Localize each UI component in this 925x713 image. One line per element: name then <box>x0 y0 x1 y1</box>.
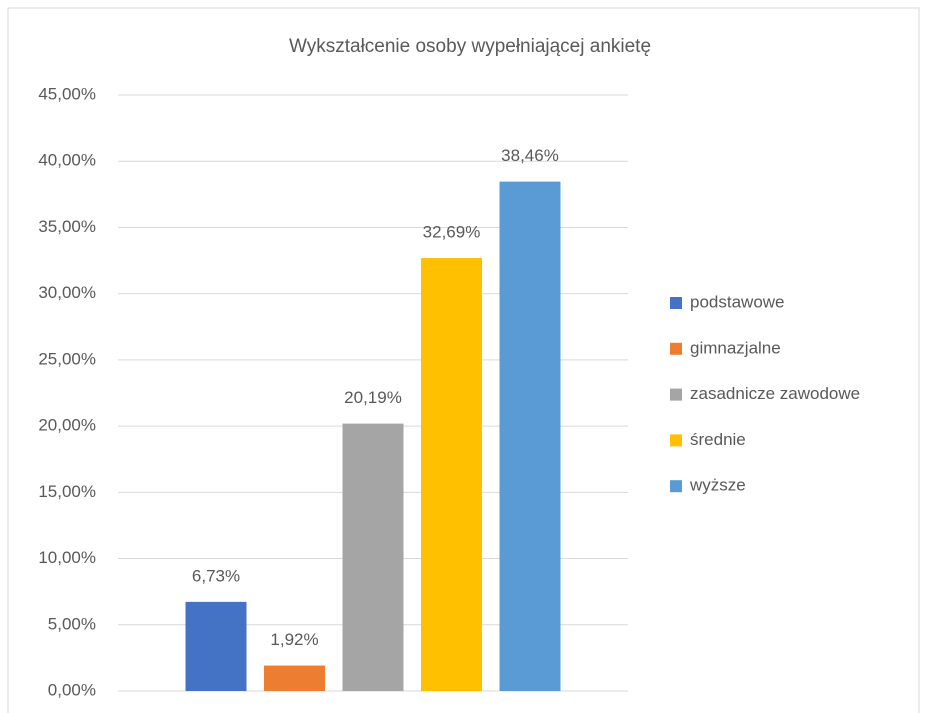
bar <box>185 601 247 691</box>
y-tick-label: 45,00% <box>38 84 96 103</box>
y-tick-label: 35,00% <box>38 217 96 236</box>
legend-swatch <box>670 434 682 447</box>
legend-label: wyższe <box>689 476 746 495</box>
data-label: 1,92% <box>270 630 318 649</box>
legend-label: podstawowe <box>690 292 785 311</box>
data-label: 38,46% <box>501 146 559 165</box>
y-tick-label: 20,00% <box>38 416 96 435</box>
y-tick-label: 40,00% <box>38 151 96 170</box>
y-tick-label: 25,00% <box>38 349 96 368</box>
y-tick-label: 0,00% <box>48 680 96 699</box>
data-label: 20,19% <box>344 388 402 407</box>
data-label: 6,73% <box>192 566 240 585</box>
y-tick-label: 30,00% <box>38 283 96 302</box>
chart-title: Wykształcenie osoby wypełniającej ankiet… <box>289 36 651 57</box>
legend-swatch <box>670 297 682 309</box>
bar <box>342 423 404 691</box>
bar <box>499 181 561 692</box>
legend-label: gimnazjalne <box>690 338 781 357</box>
bar <box>264 665 325 691</box>
y-tick-label: 5,00% <box>48 614 96 633</box>
bar <box>421 258 482 691</box>
y-tick-label: 10,00% <box>38 548 96 567</box>
legend-swatch <box>670 342 682 355</box>
y-tick-label: 15,00% <box>38 482 96 501</box>
legend-label: zasadnicze zawodowe <box>690 384 860 403</box>
data-label: 32,69% <box>423 223 481 242</box>
legend-label: średnie <box>690 430 746 449</box>
legend-swatch <box>670 388 682 401</box>
legend-swatch <box>670 480 682 493</box>
